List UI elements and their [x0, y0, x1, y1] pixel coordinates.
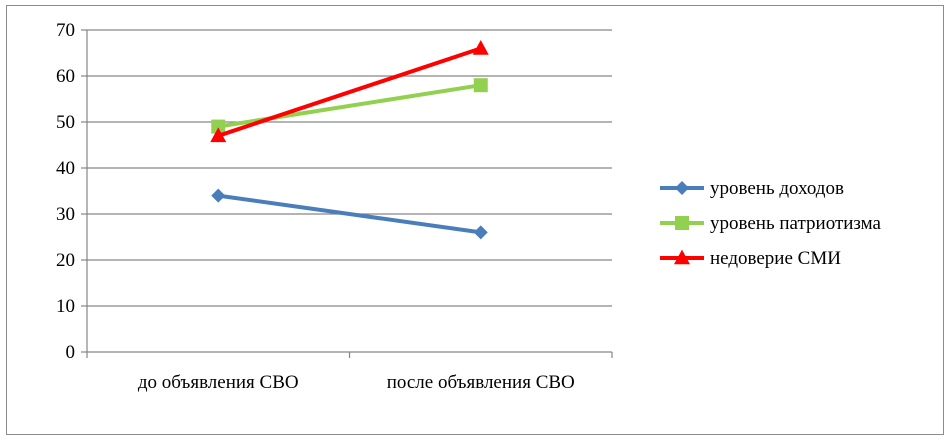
legend-label-2: недоверие СМИ: [710, 248, 841, 269]
series-0-point-0: [211, 188, 226, 203]
legend-label-0: уровень доходов: [710, 178, 844, 199]
y-tick-label-10: 10: [56, 296, 75, 317]
y-tick-label-70: 70: [56, 20, 75, 41]
y-tick-label-20: 20: [56, 250, 75, 271]
y-tick-label-40: 40: [56, 158, 75, 179]
legend-marker-1: [675, 216, 689, 230]
x-tick-label-0: до объявления СВО: [138, 372, 299, 393]
legend-label-1: уровень патриотизма: [710, 213, 882, 234]
series-2-point-0: [210, 127, 227, 143]
series-line-2: [217, 46, 482, 138]
y-tick-label-60: 60: [56, 66, 75, 87]
series-2-point-1: [472, 40, 489, 55]
series-lines: [210, 40, 489, 240]
chart-frame: [6, 5, 944, 435]
legend: уровень доходов уровень патриотизма недове…: [660, 178, 882, 269]
x-tick-label-1: после объявления СВО: [387, 372, 575, 393]
y-tick-label-0: 0: [66, 342, 76, 363]
series-line-0: [217, 193, 482, 235]
y-tick-label-50: 50: [56, 112, 75, 133]
y-tick-label-30: 30: [56, 204, 75, 225]
series-1-point-0: [211, 119, 226, 134]
gridlines: [87, 29, 612, 307]
series-0-point-1: [473, 225, 488, 240]
legend-marker-0: [675, 181, 689, 195]
series-1-point-1: [473, 78, 488, 93]
legend-marker-2: [674, 249, 690, 265]
axes: 0 10 20 30 40 50 60 70 до объявления СВО после об…: [56, 20, 613, 393]
